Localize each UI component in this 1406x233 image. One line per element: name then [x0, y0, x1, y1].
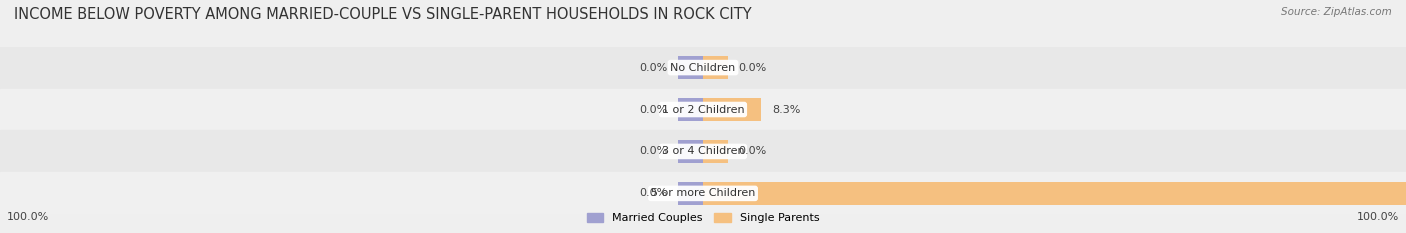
Bar	[703, 182, 1406, 205]
Bar	[703, 98, 762, 121]
Text: 0.0%: 0.0%	[640, 63, 668, 72]
Text: 3 or 4 Children: 3 or 4 Children	[662, 147, 744, 156]
Bar	[678, 56, 703, 79]
Bar	[678, 140, 703, 163]
Text: 1 or 2 Children: 1 or 2 Children	[662, 105, 744, 114]
Text: 100.0%: 100.0%	[7, 212, 49, 222]
Bar	[0, 172, 1406, 214]
Bar	[678, 182, 703, 205]
Bar	[0, 89, 1406, 130]
Text: 8.3%: 8.3%	[772, 105, 800, 114]
Text: Source: ZipAtlas.com: Source: ZipAtlas.com	[1281, 7, 1392, 17]
Text: 0.0%: 0.0%	[640, 105, 668, 114]
Bar	[0, 130, 1406, 172]
Text: 0.0%: 0.0%	[738, 147, 766, 156]
Bar	[0, 47, 1406, 89]
Legend: Married Couples, Single Parents: Married Couples, Single Parents	[582, 208, 824, 227]
Bar	[703, 56, 728, 79]
Text: 0.0%: 0.0%	[738, 63, 766, 72]
Text: 5 or more Children: 5 or more Children	[651, 188, 755, 198]
Text: 0.0%: 0.0%	[640, 188, 668, 198]
Text: 0.0%: 0.0%	[640, 147, 668, 156]
Text: 100.0%: 100.0%	[1357, 212, 1399, 222]
Text: INCOME BELOW POVERTY AMONG MARRIED-COUPLE VS SINGLE-PARENT HOUSEHOLDS IN ROCK CI: INCOME BELOW POVERTY AMONG MARRIED-COUPL…	[14, 7, 752, 22]
Bar	[703, 140, 728, 163]
Text: No Children: No Children	[671, 63, 735, 72]
Bar	[678, 98, 703, 121]
